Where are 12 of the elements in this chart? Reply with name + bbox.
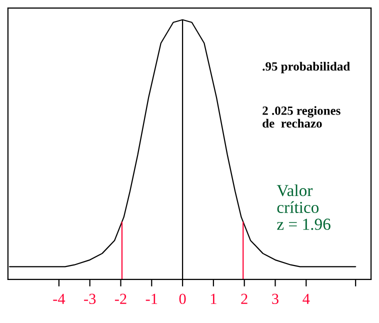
x-tick-label: -3 <box>84 294 96 304</box>
annotation: .95 probabilidad <box>262 62 350 74</box>
annotation: 2 .025 regiones de rechazo <box>262 106 340 128</box>
x-tick-label: 1 <box>210 294 216 304</box>
annotation: Valor crítico z = 1.96 <box>276 184 330 230</box>
x-tick-label: -2 <box>114 294 126 304</box>
x-tick-label: -4 <box>53 294 66 304</box>
x-tick-label: -1 <box>146 294 158 304</box>
x-tick-label: 0 <box>179 294 186 304</box>
x-tick-label: 4 <box>302 294 310 304</box>
x-tick-label: 3 <box>272 294 278 304</box>
x-tick-label: 2 <box>241 294 248 304</box>
